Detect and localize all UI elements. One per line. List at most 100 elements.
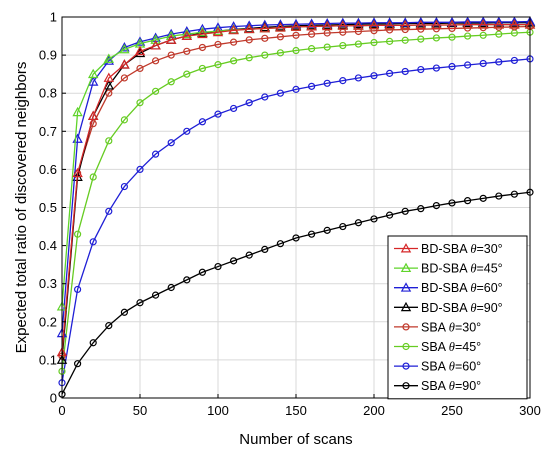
data-point: [368, 17, 380, 27]
data-point: [261, 245, 269, 254]
data-point: [230, 257, 238, 265]
y-tick-label: 0.8: [39, 86, 57, 101]
legend-label-main: SBA: [421, 379, 449, 393]
data-point: [353, 17, 364, 28]
data-point: [183, 70, 191, 78]
data-point: [354, 219, 362, 227]
data-point: [431, 19, 442, 29]
legend-swatch-marker: [402, 362, 410, 370]
data-point: [165, 34, 177, 44]
data-point: [462, 19, 473, 29]
data-point: [370, 72, 378, 80]
legend-label-main: SBA: [421, 320, 449, 334]
data-point: [308, 45, 316, 53]
data-point: [89, 238, 97, 246]
data-point: [152, 57, 160, 65]
data-point: [495, 192, 503, 200]
data-point: [89, 339, 97, 347]
legend-swatch-marker: [402, 342, 410, 351]
data-point: [479, 59, 487, 68]
series-group: [56, 16, 536, 398]
data-point: [87, 68, 99, 79]
y-tick-label: 0: [50, 391, 57, 406]
data-point: [432, 201, 440, 210]
data-point: [214, 40, 222, 49]
legend-entry: BD-SBA θ=30°: [394, 242, 503, 256]
y-tick-label: 0.4: [39, 238, 57, 253]
data-point: [276, 49, 284, 57]
x-tick-label: 250: [441, 403, 463, 418]
data-point: [464, 61, 472, 69]
data-point: [152, 150, 160, 158]
data-point: [198, 43, 206, 52]
y-tick-label: 0.6: [39, 162, 57, 177]
data-point: [89, 173, 97, 181]
legend-entry: BD-SBA θ=90°: [394, 301, 503, 315]
data-point: [477, 19, 489, 29]
legend-entry: SBA θ=90°: [394, 379, 481, 393]
data-point: [259, 22, 271, 33]
legend-label: SBA θ=45°: [421, 340, 481, 354]
data-point: [197, 26, 208, 37]
data-point: [183, 127, 191, 135]
data-point: [152, 87, 160, 95]
y-tick-label: 0.5: [39, 200, 57, 215]
legend-entry: SBA θ=60°: [394, 360, 481, 374]
data-point: [167, 51, 175, 59]
legend-swatch-marker: [400, 262, 412, 273]
legend-swatch-marker: [400, 282, 412, 292]
data-point: [370, 215, 378, 223]
legend-swatch-marker: [402, 382, 410, 390]
legend-label-main: SBA: [421, 340, 449, 354]
data-point: [495, 58, 503, 66]
data-point: [493, 19, 505, 29]
data-point: [167, 283, 175, 292]
data-point: [150, 40, 161, 50]
y-tick-label: 0.7: [39, 124, 57, 139]
data-point: [479, 31, 487, 39]
data-point: [386, 69, 394, 77]
data-point: [308, 230, 316, 238]
legend-label-main: BD-SBA: [421, 262, 470, 276]
series-6: [58, 28, 534, 375]
legend-box: [387, 235, 528, 400]
data-point: [119, 59, 130, 69]
data-point: [292, 234, 300, 242]
legend-label-theta: θ: [470, 281, 476, 295]
data-point: [230, 57, 238, 65]
data-point: [290, 21, 302, 31]
data-point: [103, 53, 115, 63]
y-tick-label: 1: [50, 10, 57, 25]
data-point: [198, 268, 206, 276]
data-point: [181, 26, 193, 36]
data-point: [415, 19, 427, 29]
data-point: [353, 20, 364, 30]
y-tick-label: 0.9: [39, 48, 57, 63]
data-point: [245, 99, 253, 107]
data-point: [493, 16, 505, 26]
data-point: [105, 322, 113, 330]
data-point: [401, 207, 409, 215]
data-point: [464, 32, 472, 40]
data-point: [386, 37, 394, 45]
data-point: [105, 137, 113, 145]
data-point: [198, 118, 206, 126]
y-axis-label: Expected total ratio of discovered neigh…: [13, 62, 30, 354]
legend-label: SBA θ=60°: [421, 360, 481, 374]
data-point: [228, 24, 239, 35]
data-point: [384, 17, 395, 27]
data-point: [323, 79, 331, 87]
data-point: [432, 64, 440, 72]
y-tick-label: 0.2: [39, 314, 57, 329]
data-point: [230, 38, 238, 46]
series-7: [58, 55, 534, 387]
data-point: [479, 194, 487, 202]
data-point: [198, 64, 206, 73]
legend-label-theta: θ: [470, 262, 476, 276]
data-point: [103, 72, 115, 82]
data-point: [230, 104, 238, 113]
data-point: [401, 36, 409, 44]
y-tick-label: 0.3: [39, 276, 57, 291]
data-point: [276, 240, 284, 248]
legend-label: BD-SBA θ=45°: [421, 262, 503, 276]
